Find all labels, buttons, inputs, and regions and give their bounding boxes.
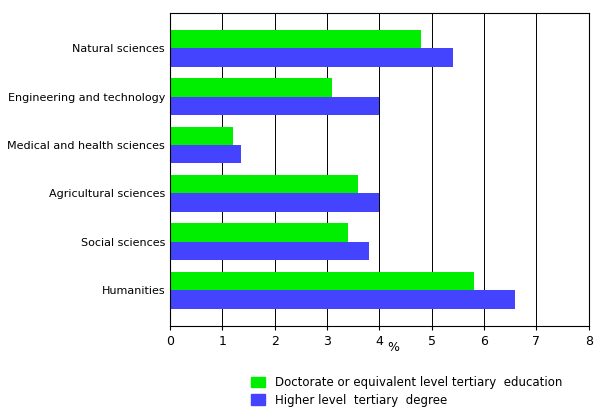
Bar [170,175,358,194]
Bar [170,78,332,97]
Bar [170,145,240,163]
Bar [170,290,515,308]
Bar [170,272,473,290]
Bar [170,48,453,67]
Legend: Doctorate or equivalent level tertiary  education, Higher level  tertiary  degre: Doctorate or equivalent level tertiary e… [251,376,562,407]
Bar [170,242,369,260]
Bar [170,127,232,145]
Text: %: % [387,341,399,354]
Bar [170,224,348,242]
Bar [170,30,421,48]
Bar [170,97,379,115]
Bar [170,194,379,212]
